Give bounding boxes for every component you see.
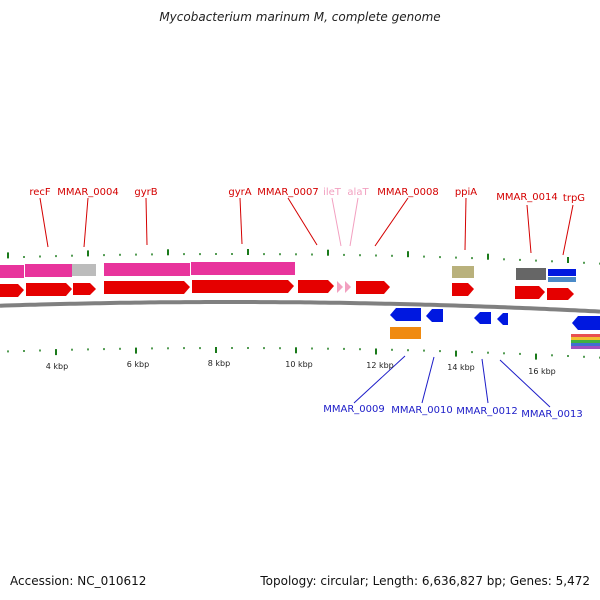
cog-bar[interactable] — [548, 277, 576, 282]
forward-gene[interactable] — [0, 284, 24, 297]
gene-label[interactable]: MMAR_0008 — [377, 187, 439, 198]
leader-line — [145, 197, 148, 246]
leader-line — [374, 197, 409, 247]
leader-line — [499, 359, 551, 408]
leader-line — [287, 197, 318, 246]
leader-line — [353, 355, 406, 404]
gene-label[interactable]: gyrB — [134, 187, 157, 198]
reverse-gene[interactable] — [390, 308, 421, 321]
gene-label[interactable]: MMAR_0009 — [323, 404, 385, 415]
cog-bar[interactable] — [548, 269, 576, 276]
gene-label[interactable]: recF — [29, 187, 51, 198]
gene-label[interactable]: MMAR_0014 — [496, 192, 558, 203]
leader-line — [421, 356, 435, 404]
gene-label[interactable]: trpG — [563, 193, 585, 204]
forward-gene[interactable] — [73, 283, 96, 295]
scale-label: 6 kbp — [127, 360, 149, 369]
trna-gene[interactable] — [337, 281, 343, 293]
gene-label[interactable]: ileT — [323, 187, 342, 198]
cog-bar[interactable] — [571, 334, 600, 337]
leader-line — [331, 197, 342, 247]
gene-label[interactable]: MMAR_0007 — [257, 187, 319, 198]
gene-label[interactable]: MMAR_0010 — [391, 405, 453, 416]
gene-label[interactable]: ppiA — [455, 187, 477, 198]
cog-bar[interactable] — [571, 340, 600, 343]
map-title: Mycobacterium marinum M, complete genome — [159, 10, 441, 24]
cog-bar[interactable] — [72, 264, 96, 276]
forward-gene[interactable] — [298, 280, 334, 293]
scale-label: 4 kbp — [46, 362, 68, 371]
scale-label: 10 kbp — [285, 360, 313, 369]
leader-line — [349, 197, 359, 247]
genome-summary-text: Topology: circular; Length: 6,636,827 bp… — [260, 574, 590, 588]
reverse-gene[interactable] — [474, 312, 491, 324]
scale-label: 16 kbp — [528, 367, 556, 376]
leader-line — [464, 197, 467, 251]
accession-text: Accession: NC_010612 — [10, 574, 147, 588]
forward-gene[interactable] — [452, 283, 474, 296]
cog-bar[interactable] — [452, 266, 474, 278]
scale-label: 14 kbp — [447, 363, 475, 372]
leader-line — [526, 204, 532, 254]
forward-gene[interactable] — [547, 288, 574, 300]
scale-label: 12 kbp — [366, 361, 394, 370]
leader-line — [39, 197, 49, 248]
cog-bar[interactable] — [571, 343, 600, 346]
forward-gene[interactable] — [192, 280, 294, 293]
reverse-gene[interactable] — [426, 309, 443, 322]
gene-label[interactable]: MMAR_0004 — [57, 187, 119, 198]
genome-backbone — [0, 300, 600, 314]
forward-gene[interactable] — [515, 286, 545, 299]
cog-bar[interactable] — [104, 263, 190, 276]
cog-bar[interactable] — [516, 268, 546, 280]
forward-gene[interactable] — [26, 283, 72, 296]
reverse-gene[interactable] — [572, 316, 600, 330]
cog-bar[interactable] — [571, 346, 600, 349]
trna-gene[interactable] — [345, 281, 351, 293]
cog-bar[interactable] — [191, 262, 295, 275]
gene-label[interactable]: MMAR_0013 — [521, 409, 583, 420]
forward-gene[interactable] — [356, 281, 390, 294]
leader-line — [239, 197, 243, 245]
leader-line — [83, 197, 89, 248]
forward-gene[interactable] — [104, 281, 190, 294]
gene-label[interactable]: MMAR_0012 — [456, 406, 518, 417]
cog-bar[interactable] — [0, 265, 24, 278]
gene-label[interactable]: gyrA — [228, 187, 251, 198]
leader-line — [562, 204, 574, 256]
cog-bar[interactable] — [571, 337, 600, 340]
gene-label[interactable]: alaT — [347, 187, 369, 198]
scale-label: 8 kbp — [208, 359, 230, 368]
leader-line — [481, 358, 489, 404]
cog-bar[interactable] — [390, 327, 421, 339]
reverse-gene[interactable] — [497, 313, 508, 325]
cog-bar[interactable] — [25, 264, 72, 277]
